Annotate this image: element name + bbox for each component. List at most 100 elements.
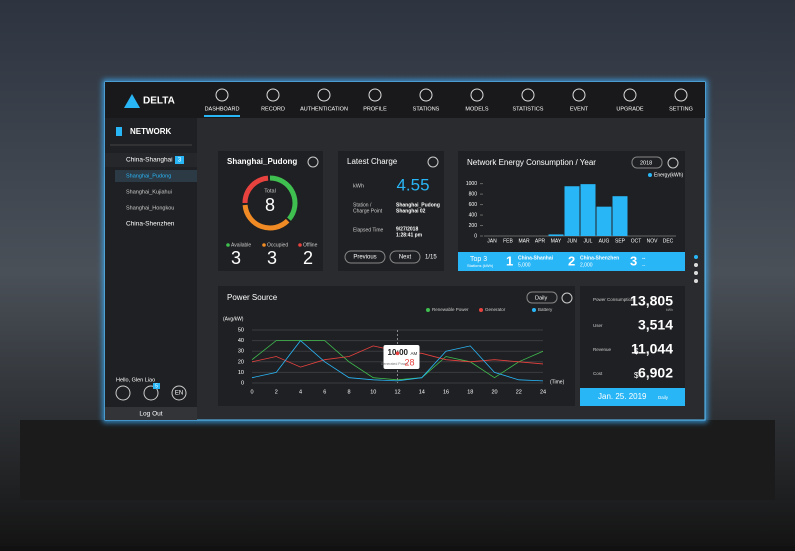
user-button[interactable] <box>171 385 187 401</box>
badge-count: 3 <box>178 158 182 164</box>
top3-title: Top 3 <box>470 256 487 263</box>
group-name[interactable]: China-Shanghai <box>126 157 173 164</box>
y-axis-label: (Avg/kW) <box>223 316 244 322</box>
nav-item[interactable]: UPGRADE <box>616 106 644 112</box>
nav-item[interactable]: SETTING <box>669 106 693 112</box>
edit-button[interactable] <box>561 292 573 304</box>
bar <box>548 234 564 236</box>
brand: DELTA <box>143 96 175 107</box>
tooltip-value: 28 <box>404 357 414 367</box>
x-tick-label: 2 <box>275 389 278 395</box>
y-tick-label: 0 <box>474 233 477 239</box>
nav-icon[interactable] <box>521 88 535 102</box>
year[interactable]: 2018 <box>640 160 652 166</box>
legend-item: Renewable Power <box>432 307 469 312</box>
summary-prefix: $ <box>634 347 639 356</box>
kiosk-base <box>20 420 775 500</box>
nav-item[interactable]: STATISTICS <box>513 106 544 112</box>
y-tick-label: 30 <box>238 349 244 355</box>
prev-button <box>344 250 386 264</box>
y-tick-label: 800 <box>469 191 478 197</box>
user-button[interactable] <box>143 385 159 401</box>
nav-icon[interactable] <box>572 88 586 102</box>
top3-strip <box>458 252 685 271</box>
nav-item[interactable]: MODELS <box>465 106 489 112</box>
station-item[interactable]: Shanghai_Kujiahui <box>126 189 172 195</box>
top-name: China-Shanhai <box>518 255 554 261</box>
nav-item[interactable]: DASHBOARD <box>205 106 240 112</box>
card <box>580 286 685 406</box>
nav-icon[interactable] <box>266 88 280 102</box>
period: Daily <box>658 395 669 400</box>
nav-item[interactable]: AUTHENTICATION <box>300 106 348 112</box>
prev[interactable]: Previous <box>353 255 376 261</box>
page-dot[interactable] <box>694 271 698 275</box>
summary-label: Cost <box>593 371 603 376</box>
pager: 1/15 <box>425 255 437 261</box>
edit-button[interactable] <box>667 157 679 169</box>
status-label: Occupied <box>267 242 288 248</box>
x-tick-label: DEC <box>663 238 674 244</box>
status-dot <box>262 243 266 247</box>
total-value: 8 <box>265 195 275 215</box>
x-tick-label: 6 <box>323 389 326 395</box>
edit-button[interactable] <box>307 156 319 168</box>
language[interactable]: EN <box>175 391 183 397</box>
x-tick-label: 20 <box>491 389 497 395</box>
y-tick-label: 40 <box>238 338 244 344</box>
status-arc <box>269 175 298 221</box>
legend-item: Generator <box>485 307 506 312</box>
sidebar <box>105 118 197 420</box>
y-tick-label: 400 <box>469 212 478 218</box>
x-tick-label: MAY <box>551 238 562 244</box>
filter[interactable]: Daily <box>535 295 547 301</box>
y-tick-label: 600 <box>469 202 478 208</box>
group-active <box>105 153 197 167</box>
summary-prefix: $ <box>634 371 639 380</box>
x-tick-label: JAN <box>487 238 497 244</box>
nav-item[interactable]: PROFILE <box>363 106 387 112</box>
nav-icon[interactable] <box>368 88 382 102</box>
nav-icon[interactable] <box>215 88 229 102</box>
next[interactable]: Next <box>399 255 412 261</box>
edit-button[interactable] <box>427 156 439 168</box>
nav-item[interactable]: EVENT <box>570 106 589 112</box>
station-item[interactable]: Shanghai_Pudong <box>126 173 171 179</box>
page-dot[interactable] <box>694 263 698 267</box>
station-label: Station / <box>353 202 372 208</box>
status-value: 3 <box>267 248 277 268</box>
summary-value: 3,514 <box>638 317 673 333</box>
status-arc <box>242 204 290 231</box>
nav-icon[interactable] <box>317 88 331 102</box>
page-dot[interactable] <box>694 255 698 259</box>
x-tick-label: JUN <box>567 238 577 244</box>
x-tick-label: 12 <box>394 389 400 395</box>
x-tick-label: 4 <box>299 389 302 395</box>
top-name: -- <box>642 255 646 261</box>
group-name[interactable]: China-Shenzhen <box>126 221 175 228</box>
summary-label: Power Consumption <box>593 297 634 302</box>
x-tick-label: 24 <box>540 389 546 395</box>
nav-icon[interactable] <box>470 88 484 102</box>
bar <box>612 196 628 236</box>
status-dot <box>298 243 302 247</box>
logout[interactable]: Log Out <box>139 411 162 418</box>
y-tick-label: 1000 <box>466 181 477 187</box>
nav-item[interactable]: RECORD <box>261 106 285 112</box>
legend-swatch <box>532 308 536 312</box>
bar <box>564 186 580 236</box>
user-button[interactable] <box>115 385 131 401</box>
time-value: 1:28:41 pm <box>396 232 423 238</box>
nav-icon[interactable] <box>419 88 433 102</box>
year-select <box>631 156 663 169</box>
station-item[interactable]: Shanghai_Hongkou <box>126 205 174 211</box>
nav-icon[interactable] <box>623 88 637 102</box>
page-dot[interactable] <box>694 279 698 283</box>
nav-bar <box>105 82 705 118</box>
tooltip-point <box>395 351 400 356</box>
summary-value: 13,805 <box>630 293 673 309</box>
notify-count: 5 <box>155 383 158 389</box>
x-tick-label: 10 <box>370 389 376 395</box>
nav-item[interactable]: STATIONS <box>413 106 440 112</box>
nav-icon[interactable] <box>674 88 688 102</box>
